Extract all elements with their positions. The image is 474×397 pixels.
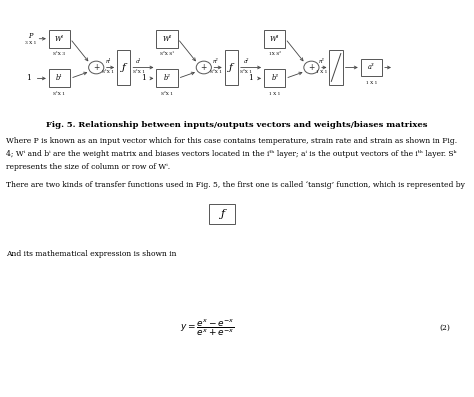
Text: P: P xyxy=(28,31,33,40)
Bar xyxy=(156,69,178,87)
Text: b¹: b¹ xyxy=(56,74,63,83)
Text: n¹: n¹ xyxy=(105,59,111,64)
Circle shape xyxy=(89,61,104,74)
Bar xyxy=(329,50,343,85)
Text: +: + xyxy=(308,63,315,72)
Text: b²: b² xyxy=(164,74,171,83)
Bar xyxy=(264,30,285,48)
Text: W²: W² xyxy=(163,35,172,43)
Text: 1X S²: 1X S² xyxy=(269,52,281,56)
Text: W³: W³ xyxy=(270,35,279,43)
Text: n³: n³ xyxy=(319,59,325,64)
Text: (2): (2) xyxy=(439,324,450,331)
Text: S²X 1: S²X 1 xyxy=(161,92,173,96)
Bar xyxy=(264,69,285,87)
Text: W¹: W¹ xyxy=(55,35,64,43)
Text: S¹X 1: S¹X 1 xyxy=(102,70,114,74)
Text: a²: a² xyxy=(244,59,249,64)
Bar xyxy=(209,204,235,224)
Bar xyxy=(49,30,70,48)
Text: 1 X 1: 1 X 1 xyxy=(316,70,328,74)
Text: ƒ: ƒ xyxy=(219,209,224,220)
Bar xyxy=(117,50,130,85)
Text: 1 X 1: 1 X 1 xyxy=(269,92,280,96)
Bar xyxy=(49,69,70,87)
Text: And its mathematical expression is shown in: And its mathematical expression is shown… xyxy=(6,250,176,258)
Text: 1: 1 xyxy=(26,74,31,83)
Text: S¹X 3: S¹X 3 xyxy=(54,52,65,56)
Text: S¹X 1: S¹X 1 xyxy=(54,92,65,96)
Text: ƒ: ƒ xyxy=(229,63,233,72)
Text: 3 X 1: 3 X 1 xyxy=(25,40,36,45)
Bar xyxy=(156,30,178,48)
Text: $y = \dfrac{e^{x}-e^{-x}}{e^{x}+e^{-x}}$: $y = \dfrac{e^{x}-e^{-x}}{e^{x}+e^{-x}}$ xyxy=(180,317,235,338)
Text: Fig. 5. Relationship between inputs/outputs vectors and weights/biases matrixes: Fig. 5. Relationship between inputs/outp… xyxy=(46,121,428,129)
Text: a¹: a¹ xyxy=(136,59,142,64)
Text: n²: n² xyxy=(213,59,219,64)
Circle shape xyxy=(196,61,211,74)
Text: ƒ: ƒ xyxy=(122,63,126,72)
Text: 4; Wⁱ and bⁱ are the weight matrix and biases vectors located in the iᵗʰ layer; : 4; Wⁱ and bⁱ are the weight matrix and b… xyxy=(6,150,456,158)
Text: Where P is known as an input vector which for this case contains temperature, st: Where P is known as an input vector whic… xyxy=(6,137,457,145)
Text: 1: 1 xyxy=(248,74,253,83)
Text: a³: a³ xyxy=(368,64,374,71)
Text: S¹X 1: S¹X 1 xyxy=(133,70,145,74)
Text: +: + xyxy=(201,63,207,72)
Text: represents the size of column or row of Wⁱ.: represents the size of column or row of … xyxy=(6,163,170,171)
Text: S²X 1: S²X 1 xyxy=(210,70,222,74)
Text: S²X S¹: S²X S¹ xyxy=(160,52,174,56)
Text: There are two kinds of transfer functions used in Fig. 5, the first one is calle: There are two kinds of transfer function… xyxy=(6,181,465,189)
Text: 1 X 1: 1 X 1 xyxy=(366,81,377,85)
Circle shape xyxy=(304,61,319,74)
Text: b³: b³ xyxy=(271,74,278,83)
Text: 1: 1 xyxy=(141,74,146,83)
Text: +: + xyxy=(93,63,100,72)
Text: S²X 1: S²X 1 xyxy=(240,70,253,74)
Bar xyxy=(225,50,238,85)
Bar xyxy=(361,59,382,76)
